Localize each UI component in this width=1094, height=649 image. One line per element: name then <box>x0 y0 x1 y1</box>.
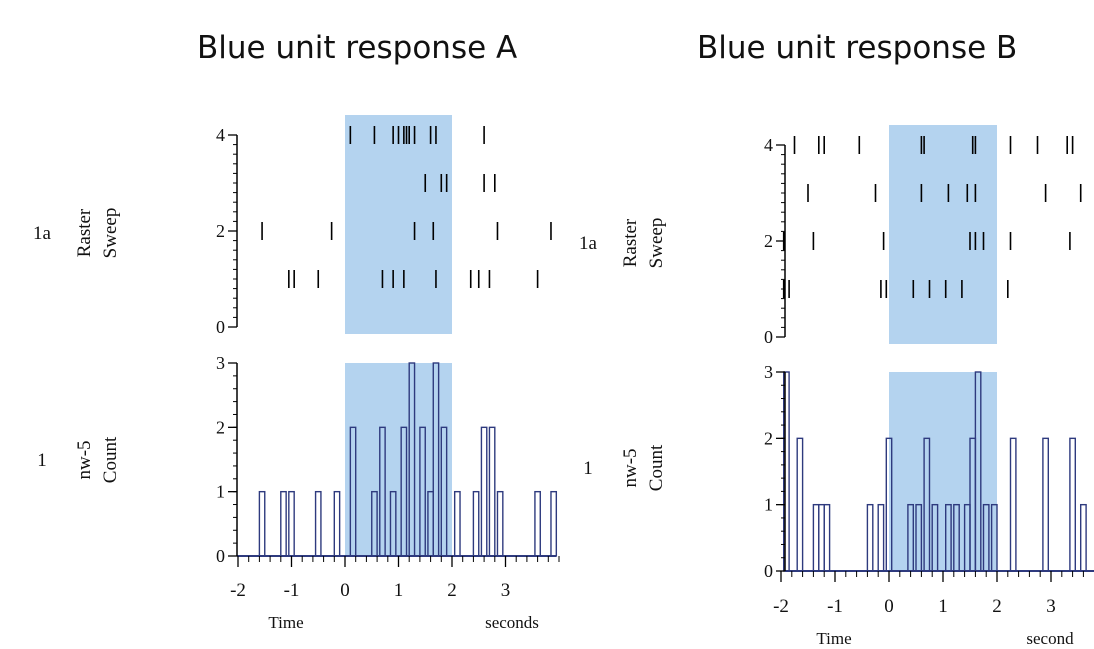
y-tick-label: 3 <box>216 353 225 373</box>
channel-label: 1a <box>579 233 598 254</box>
histogram-bar <box>258 490 266 557</box>
histogram-bar <box>812 503 820 572</box>
x-axis-unit: second <box>1026 629 1074 648</box>
y-tick-label: 1 <box>216 482 225 502</box>
histogram-bar <box>796 437 804 572</box>
histogram-bar <box>280 490 287 557</box>
y-tick-label: 3 <box>764 362 773 382</box>
x-tick-label: 1 <box>394 580 404 601</box>
y-axis-label-line1: nw-5 <box>620 448 641 487</box>
x-tick-label: -1 <box>284 580 300 601</box>
y-axis-label-line1: Raster <box>620 218 641 267</box>
chart-title-a: Blue unit response A <box>197 30 518 66</box>
channel-label: 1a <box>33 223 52 244</box>
stimulus-highlight-histogram-b <box>889 372 997 571</box>
y-tick-label: 0 <box>764 327 773 347</box>
stimulus-highlight-raster-b <box>889 125 997 344</box>
x-tick-label: 1 <box>938 596 948 617</box>
y-axis-label-line1: Raster <box>74 208 95 257</box>
x-tick-label: 3 <box>1046 596 1056 617</box>
y-tick-label: 0 <box>216 317 225 337</box>
y-axis-label-line2: Sweep <box>100 208 121 259</box>
x-tick-label: -2 <box>230 580 246 601</box>
x-tick-label: 0 <box>340 580 350 601</box>
histogram-bar <box>1009 437 1017 572</box>
histogram-bar <box>1042 437 1050 572</box>
y-tick-label: 2 <box>764 231 773 251</box>
histogram-bar <box>1079 503 1087 572</box>
histogram-bar <box>818 503 825 572</box>
histogram-bar <box>488 426 496 557</box>
histogram-bar <box>496 490 504 557</box>
x-tick-label: -1 <box>827 596 843 617</box>
chart-title-b: Blue unit response B <box>697 30 1018 66</box>
histogram-bar <box>877 503 885 572</box>
histogram-bar <box>823 503 831 572</box>
histogram-bar <box>288 490 295 557</box>
y-tick-label: 4 <box>764 135 773 155</box>
histogram-bar <box>550 490 558 557</box>
y-axis-label-line1: nw-5 <box>74 440 95 479</box>
histogram-bar <box>314 490 322 557</box>
y-tick-label: 2 <box>216 417 225 437</box>
y-axis-label-line2: Count <box>646 444 667 491</box>
x-tick-label: -2 <box>773 596 789 617</box>
x-tick-label: 0 <box>884 596 894 617</box>
histogram-bar <box>472 490 480 557</box>
x-axis-label: Time <box>816 629 851 648</box>
y-tick-label: 1 <box>764 495 773 515</box>
stimulus-highlight-raster-a <box>345 115 452 334</box>
stimulus-highlight-histogram-a <box>345 363 452 556</box>
histogram-bar <box>534 490 541 557</box>
histogram-bar <box>480 426 488 557</box>
y-tick-label: 0 <box>216 546 225 566</box>
histogram-bar <box>453 490 461 557</box>
y-axis-label-line2: Sweep <box>646 218 667 269</box>
y-tick-label: 2 <box>764 428 773 448</box>
histogram-bar <box>1069 437 1077 572</box>
channel-label: 1 <box>583 458 593 479</box>
y-tick-label: 4 <box>216 125 225 145</box>
histogram-bar <box>333 490 341 557</box>
y-tick-label: 0 <box>764 561 773 581</box>
x-tick-label: 2 <box>992 596 1002 617</box>
x-tick-label: 3 <box>501 580 511 601</box>
channel-label: 1 <box>37 450 47 471</box>
y-axis-label-line2: Count <box>100 436 121 483</box>
x-axis-unit: seconds <box>485 613 539 632</box>
y-tick-label: 2 <box>216 221 225 241</box>
x-axis-label: Time <box>268 613 303 632</box>
x-tick-label: 2 <box>447 580 457 601</box>
histogram-bar <box>866 503 874 572</box>
